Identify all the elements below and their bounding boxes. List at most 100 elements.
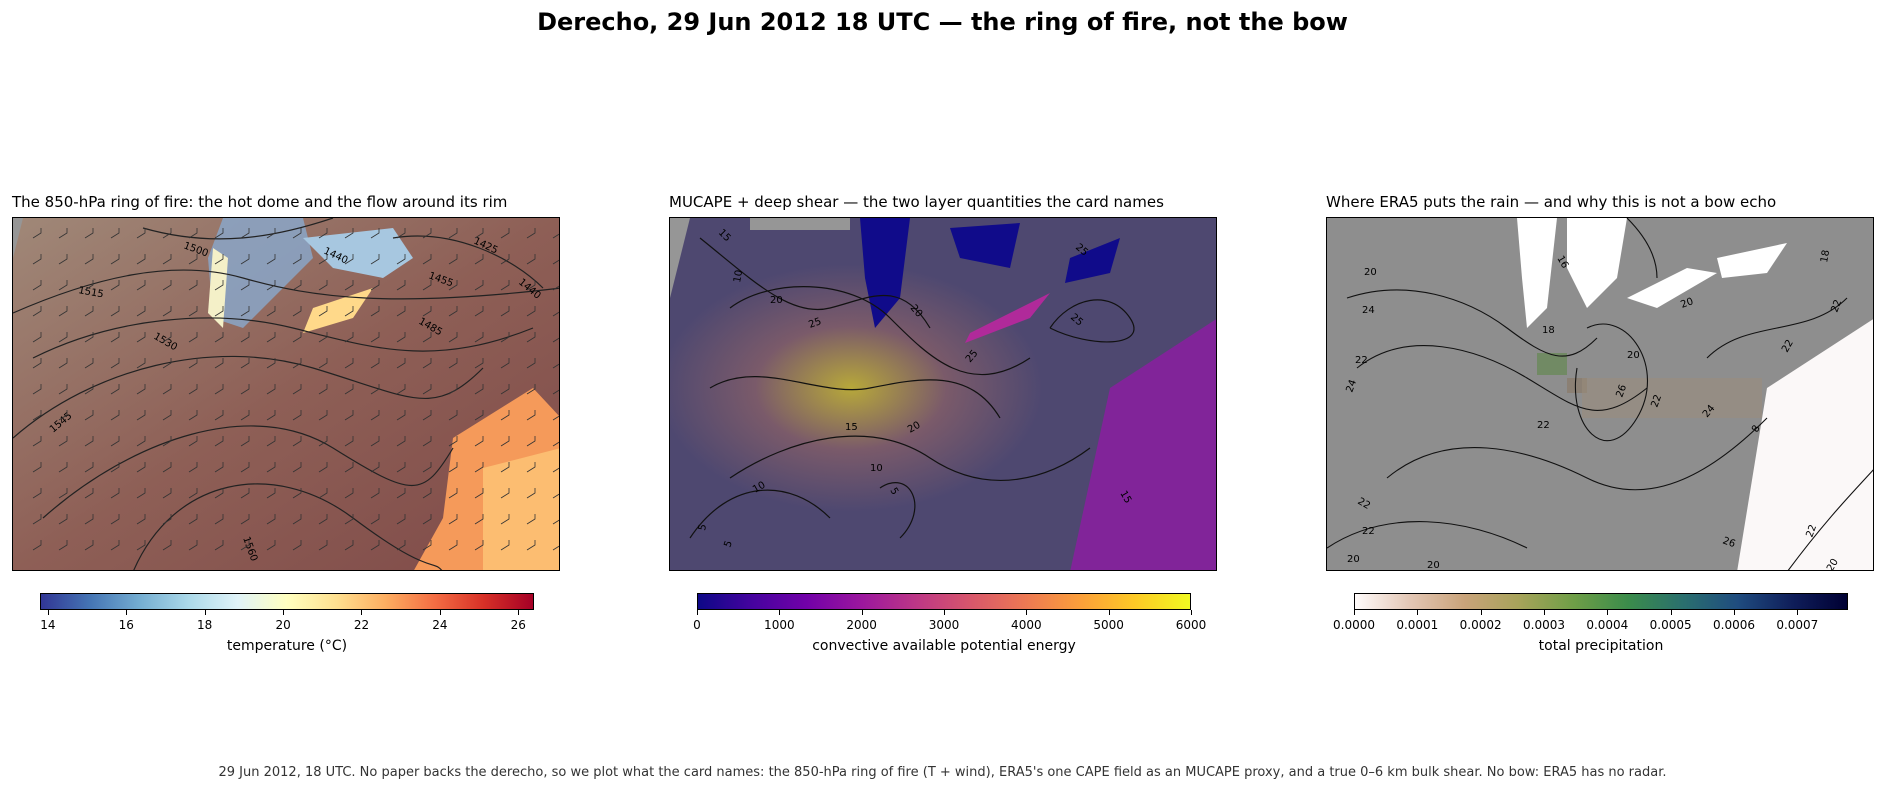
wind-barb [422,540,432,551]
wind-barb [84,254,94,265]
colorbar-tick-label: 3000 [928,618,960,632]
wind-barb [292,254,302,265]
wind-barb [396,384,406,395]
wind-barb [214,410,224,421]
wind-barb [162,228,172,239]
wind-barb [136,358,146,369]
wind-barb [84,514,94,525]
wind-barb [84,436,94,447]
wind-barb [266,384,276,395]
wind-barb [240,332,250,343]
panel-3-title: Where ERA5 puts the rain — and why this … [1326,193,1777,211]
colorbar-tick-label: 16 [118,618,134,632]
wind-barb [58,306,68,317]
wind-barb [266,540,276,551]
wind-barb [500,228,510,239]
panel-2-svg: 15 10 20 25 20 25 25 15 20 10 10 5 5 15 … [670,218,1216,570]
wind-barb [292,332,302,343]
wind-barb [58,488,68,499]
wind-barb [500,254,510,265]
wind-barb [292,280,302,291]
wind-barb [110,436,120,447]
wind-barb [396,540,406,551]
wind-barb [110,462,120,473]
wind-barb [84,540,94,551]
svg-text:10: 10 [732,269,745,283]
colorbar-tick-label: 0.0003 [1523,618,1565,632]
wind-barb [110,280,120,291]
colorbar-tick [1670,610,1672,615]
wind-barb [318,384,328,395]
wind-barb [396,306,406,317]
wind-barb [162,280,172,291]
wind-barb [422,514,432,525]
colorbar-tick-label: 22 [353,618,370,632]
wind-barb [500,332,510,343]
wind-barb [318,540,328,551]
wind-barb [526,280,536,291]
wind-barb [240,462,250,473]
panel-1-map[interactable]: 1500 1440 1425 1515 1455 1440 1485 1530 … [12,217,560,571]
colorbar-tick-label: 6000 [1175,618,1207,632]
wind-barb [162,358,172,369]
wind-barb [552,311,559,317]
wind-barb [162,384,172,395]
wind-barb [162,514,172,525]
panel-3-map[interactable]: 20 16 18 24 18 20 22 24 20 22 26 22 24 2… [1326,217,1874,571]
colorbar-tick-label: 2000 [846,618,877,632]
wind-barb [500,540,510,551]
wind-barb [500,306,510,317]
wind-barb [84,488,94,499]
wind-barb [500,436,510,447]
wind-barb [32,488,42,499]
colorbar-tick [1480,610,1482,615]
wind-barb [526,488,536,499]
colorbar-tick-label: 26 [510,618,526,632]
wind-barb [396,410,406,421]
wind-barb [58,436,68,447]
wind-barb [448,254,458,265]
wind-barb [552,493,559,499]
colorbar-tick-label: 14 [40,618,56,632]
wind-barb [266,488,276,499]
wind-barb [214,488,224,499]
wind-barb [58,332,68,343]
shear-contours [689,237,1135,539]
wind-barb [370,488,380,499]
wind-barb [474,254,484,265]
wind-barb [136,410,146,421]
wind-barb [370,228,380,239]
lake-ontario [1717,243,1787,278]
wind-barb [552,519,559,525]
wind-barb [448,410,458,421]
wind-barb [292,228,302,239]
colorbar-tick [204,610,206,615]
wind-barb [396,254,406,265]
wind-barb [84,358,94,369]
colorbar-tick [697,610,698,615]
panel-3-colorbar-label: total precipitation [1538,638,1664,654]
wind-barb [474,280,484,291]
wind-barb [292,384,302,395]
wind-barb [188,254,198,265]
wind-barb [474,306,484,317]
wind-barb [318,228,328,239]
svg-text:22: 22 [1362,526,1375,537]
wind-barb [136,436,146,447]
wind-barb [526,462,536,473]
wind-barb [448,436,458,447]
wind-barb [422,384,432,395]
svg-text:18: 18 [1819,249,1832,263]
wind-barb [266,410,276,421]
wind-barb [58,280,68,291]
wind-barb [266,436,276,447]
wind-barb [32,462,42,473]
wind-barb [552,415,559,421]
wind-barb [370,254,380,265]
wind-barb [552,545,559,551]
svg-text:20: 20 [1825,557,1841,571]
wind-barb [266,306,276,317]
panel-2-map[interactable]: 15 10 20 25 20 25 25 15 20 10 10 5 5 15 … [669,217,1217,571]
lake-huron [1065,238,1120,283]
wind-barb [422,254,432,265]
